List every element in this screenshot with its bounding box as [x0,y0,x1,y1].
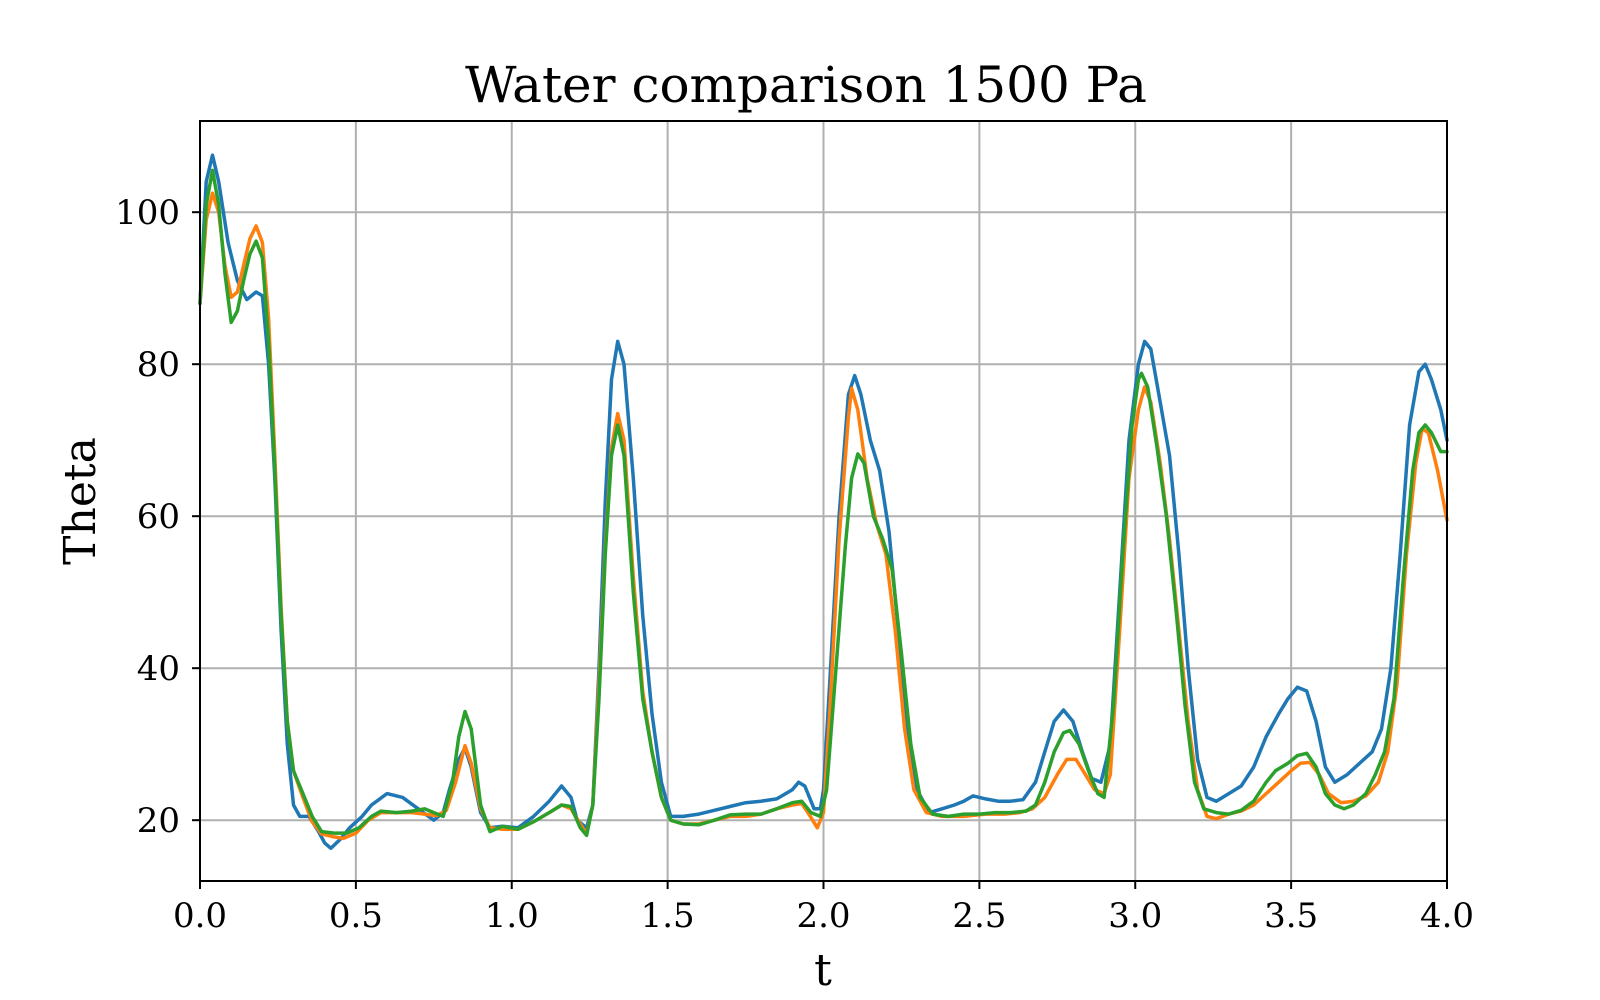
grid [199,121,1448,881]
series-group [198,153,1449,851]
x-tick-label: 2.0 [796,896,850,936]
y-axis-label: Theta [55,437,106,565]
y-tick-label: 100 [115,193,180,233]
chart-title: Water comparison 1500 Pa [465,56,1147,114]
x-tick-label: 0.0 [173,896,227,936]
y-tick-label: 40 [137,649,180,689]
y-tick-label: 60 [137,497,180,537]
x-tick-label: 3.0 [1108,896,1162,936]
x-tick-label: 1.0 [485,896,539,936]
series-line-1 [198,153,1449,851]
y-tick-label: 80 [137,345,180,385]
x-tick-label: 4.0 [1420,896,1474,936]
y-tick-label: 20 [137,801,180,841]
x-tick-label: 1.5 [641,896,695,936]
x-axis: 0.0 0.5 1.0 1.5 2.0 2.5 3.0 3.5 4.0 [173,881,1474,936]
x-tick-label: 2.5 [952,896,1006,936]
series-line-3 [198,168,1449,838]
x-tick-label: 0.5 [329,896,383,936]
x-axis-label: t [814,945,832,996]
y-axis: 20 40 60 80 100 [115,193,200,841]
x-tick-label: 3.5 [1264,896,1318,936]
